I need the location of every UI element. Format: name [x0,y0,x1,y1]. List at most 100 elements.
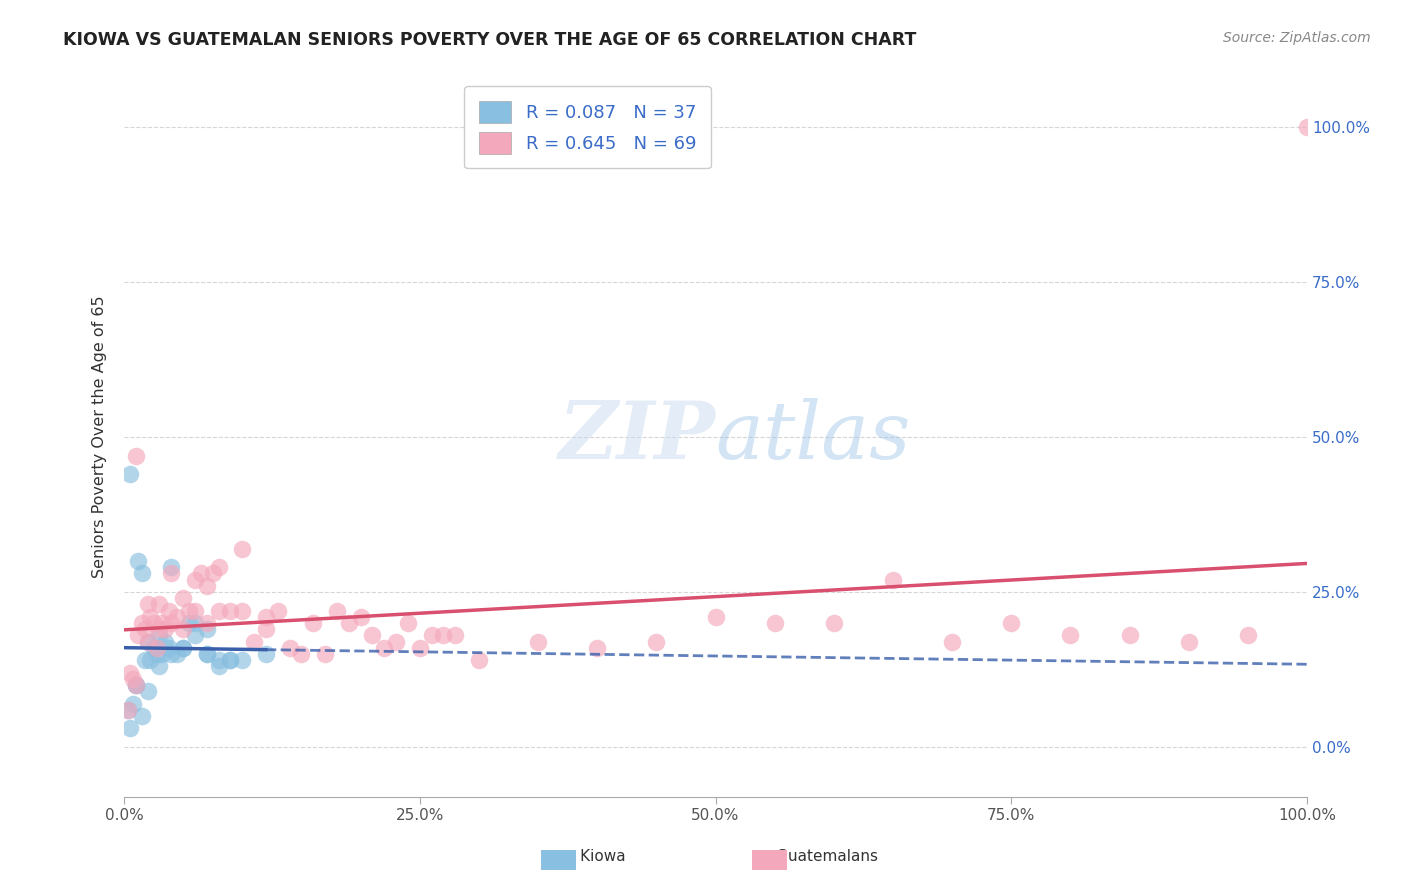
Point [444,628,467,642]
Point [142,616,165,631]
Point [148,598,170,612]
Point [941,634,963,648]
Point [208,653,231,667]
Point [267,604,290,618]
Point [361,628,384,642]
Point [166,610,188,624]
Point [337,616,360,631]
Point [254,647,277,661]
Point [231,541,253,556]
Point [243,634,266,648]
Point [148,622,170,636]
Point [150,616,173,631]
Point [704,610,727,624]
Point [125,678,148,692]
Point [139,653,162,667]
Point [208,604,231,618]
Point [157,640,180,655]
Point [195,647,218,661]
Point [131,566,153,581]
Point [136,598,159,612]
Point [150,647,173,661]
Text: ZIP: ZIP [558,399,716,475]
Point [118,722,141,736]
Point [1177,634,1199,648]
Point [385,634,408,648]
Point [172,640,194,655]
Point [131,709,153,723]
Point [166,647,188,661]
Point [219,653,242,667]
Point [184,573,207,587]
Point [146,640,169,655]
Point [763,616,786,631]
Point [208,560,231,574]
Point [136,634,159,648]
Point [1059,628,1081,642]
Point [195,622,218,636]
Point [586,640,609,655]
Point [645,634,668,648]
Point [231,604,253,618]
Legend: R = 0.087   N = 37, R = 0.645   N = 69: R = 0.087 N = 37, R = 0.645 N = 69 [464,87,710,169]
Point [117,703,139,717]
Point [201,566,224,581]
Point [172,640,194,655]
Text: □  Kiowa: □ Kiowa [555,848,626,863]
Point [190,566,212,581]
Point [231,653,253,667]
Point [314,647,336,661]
Point [134,622,156,636]
Point [131,616,153,631]
Point [160,616,183,631]
Point [195,616,218,631]
Text: □  Guatemalans: □ Guatemalans [752,848,879,863]
Point [195,579,218,593]
Point [155,622,177,636]
Text: KIOWA VS GUATEMALAN SENIORS POVERTY OVER THE AGE OF 65 CORRELATION CHART: KIOWA VS GUATEMALAN SENIORS POVERTY OVER… [63,31,917,49]
Point [195,647,218,661]
Point [420,628,443,642]
Point [125,449,148,463]
Point [302,616,325,631]
Point [396,616,419,631]
Point [1118,628,1140,642]
Point [1296,120,1319,134]
Point [117,703,139,717]
Point [823,616,845,631]
Point [118,467,141,482]
Point [1000,616,1022,631]
Point [1237,628,1260,642]
Point [122,697,145,711]
Point [349,610,371,624]
Point [146,647,169,661]
Point [127,554,149,568]
Point [184,628,207,642]
Point [177,604,200,618]
Point [127,628,149,642]
Point [219,653,242,667]
Point [177,616,200,631]
Point [527,634,550,648]
Point [125,678,148,692]
Point [160,560,183,574]
Point [208,659,231,673]
Point [254,622,277,636]
Point [290,647,312,661]
Point [278,640,301,655]
Point [125,678,148,692]
Y-axis label: Seniors Poverty Over the Age of 65: Seniors Poverty Over the Age of 65 [93,296,107,578]
Point [160,566,183,581]
Point [326,604,349,618]
Point [139,610,162,624]
Point [136,634,159,648]
Point [373,640,395,655]
Point [134,653,156,667]
Point [148,628,170,642]
Point [148,659,170,673]
Text: Source: ZipAtlas.com: Source: ZipAtlas.com [1223,31,1371,45]
Point [468,653,491,667]
Point [432,628,454,642]
Point [184,616,207,631]
Point [136,684,159,698]
